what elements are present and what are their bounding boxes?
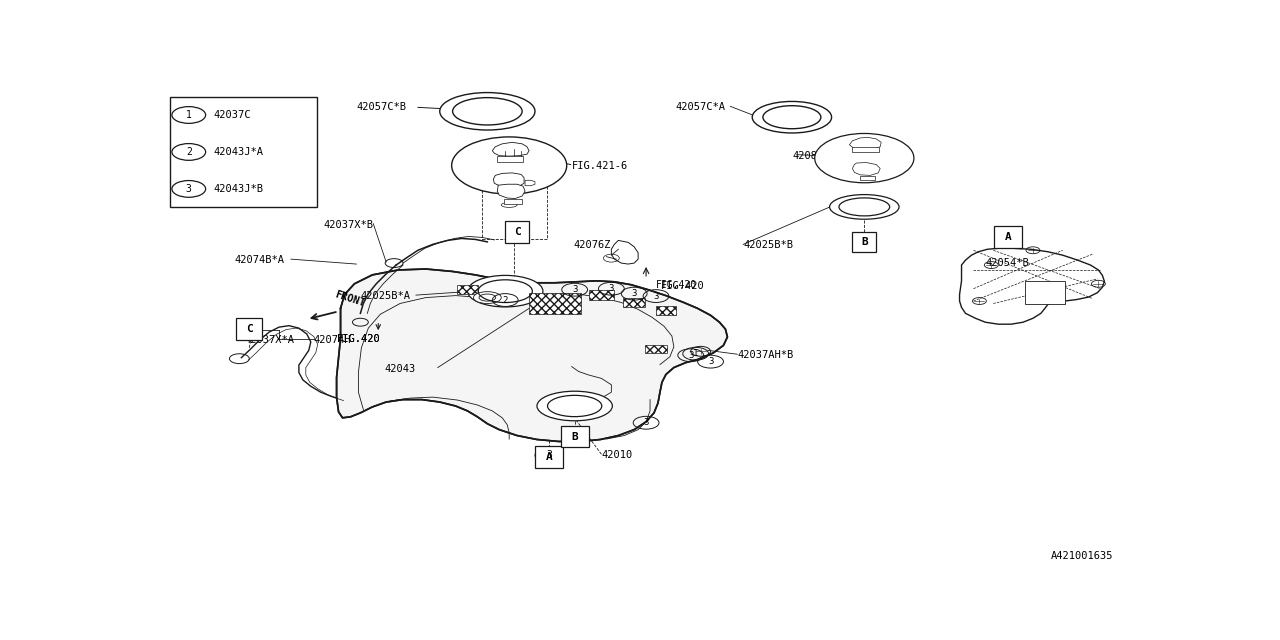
Text: FIG.420: FIG.420 bbox=[337, 334, 380, 344]
Bar bbox=[529, 293, 581, 314]
Circle shape bbox=[452, 137, 567, 194]
Text: 2: 2 bbox=[186, 147, 192, 157]
FancyBboxPatch shape bbox=[237, 318, 262, 340]
Text: 42074B*A: 42074B*A bbox=[234, 255, 284, 265]
Text: 42037AH*B: 42037AH*B bbox=[737, 350, 794, 360]
Polygon shape bbox=[498, 184, 525, 198]
Ellipse shape bbox=[829, 195, 899, 220]
Polygon shape bbox=[612, 241, 639, 264]
Text: 42081C: 42081C bbox=[792, 150, 831, 161]
Polygon shape bbox=[850, 138, 881, 150]
Text: B: B bbox=[571, 431, 579, 442]
Text: FIG.420: FIG.420 bbox=[657, 280, 698, 290]
Text: 42057C*B: 42057C*B bbox=[356, 102, 406, 113]
Polygon shape bbox=[525, 180, 535, 186]
Text: A: A bbox=[545, 452, 552, 462]
Polygon shape bbox=[493, 173, 524, 187]
Text: C: C bbox=[513, 227, 521, 237]
Ellipse shape bbox=[467, 275, 543, 307]
Bar bbox=[645, 345, 667, 353]
Text: 3: 3 bbox=[547, 451, 552, 460]
Text: B: B bbox=[861, 237, 868, 247]
Text: FIG.420: FIG.420 bbox=[337, 334, 380, 344]
Text: 3: 3 bbox=[631, 289, 637, 298]
Text: 42037X*B: 42037X*B bbox=[324, 220, 374, 230]
Text: 42043J*B: 42043J*B bbox=[214, 184, 264, 194]
Text: 3: 3 bbox=[186, 184, 192, 194]
Text: 3: 3 bbox=[572, 285, 577, 294]
Text: A: A bbox=[1005, 232, 1011, 242]
FancyBboxPatch shape bbox=[170, 97, 316, 207]
FancyBboxPatch shape bbox=[995, 226, 1021, 248]
Circle shape bbox=[814, 134, 914, 183]
Text: 3: 3 bbox=[609, 284, 614, 293]
Polygon shape bbox=[852, 147, 879, 152]
Bar bbox=[589, 290, 614, 300]
Polygon shape bbox=[498, 156, 524, 161]
Text: FRONT: FRONT bbox=[334, 289, 366, 308]
Polygon shape bbox=[337, 269, 727, 442]
Text: 3: 3 bbox=[689, 351, 694, 360]
Ellipse shape bbox=[440, 93, 535, 130]
Bar bbox=[457, 285, 479, 294]
Ellipse shape bbox=[538, 391, 612, 420]
Text: 3: 3 bbox=[644, 419, 649, 428]
Text: 42074H: 42074H bbox=[314, 335, 351, 346]
Text: 42025B*B: 42025B*B bbox=[744, 241, 794, 250]
Text: A421001635: A421001635 bbox=[1051, 551, 1114, 561]
Text: 42025B*A: 42025B*A bbox=[360, 291, 410, 301]
Polygon shape bbox=[852, 163, 881, 175]
Text: 3: 3 bbox=[653, 292, 659, 301]
Polygon shape bbox=[493, 142, 529, 156]
Text: 42054*B: 42054*B bbox=[986, 258, 1029, 268]
FancyBboxPatch shape bbox=[1025, 281, 1065, 305]
Polygon shape bbox=[960, 248, 1105, 324]
Text: 1: 1 bbox=[186, 110, 192, 120]
Text: FIG.421-6: FIG.421-6 bbox=[572, 161, 628, 170]
Text: 1: 1 bbox=[692, 349, 699, 358]
Bar bbox=[623, 298, 645, 307]
FancyBboxPatch shape bbox=[506, 221, 529, 243]
Text: 42076Z: 42076Z bbox=[573, 241, 612, 250]
Ellipse shape bbox=[474, 292, 502, 303]
FancyBboxPatch shape bbox=[535, 447, 563, 468]
Text: 42043J*A: 42043J*A bbox=[214, 147, 264, 157]
Text: 42037C: 42037C bbox=[214, 110, 251, 120]
FancyBboxPatch shape bbox=[561, 426, 589, 447]
Text: FIG.420: FIG.420 bbox=[660, 281, 705, 291]
FancyBboxPatch shape bbox=[860, 176, 876, 180]
Text: 42010: 42010 bbox=[602, 451, 632, 460]
Text: C: C bbox=[246, 324, 252, 334]
Text: 42057C*A: 42057C*A bbox=[676, 102, 726, 113]
Text: 3: 3 bbox=[708, 357, 713, 366]
Ellipse shape bbox=[753, 101, 832, 133]
Text: 2: 2 bbox=[503, 296, 508, 305]
Text: 42037X*A: 42037X*A bbox=[244, 335, 294, 346]
Bar bbox=[657, 307, 676, 316]
FancyBboxPatch shape bbox=[852, 232, 877, 252]
Text: 42043: 42043 bbox=[385, 364, 416, 374]
FancyBboxPatch shape bbox=[504, 199, 522, 204]
